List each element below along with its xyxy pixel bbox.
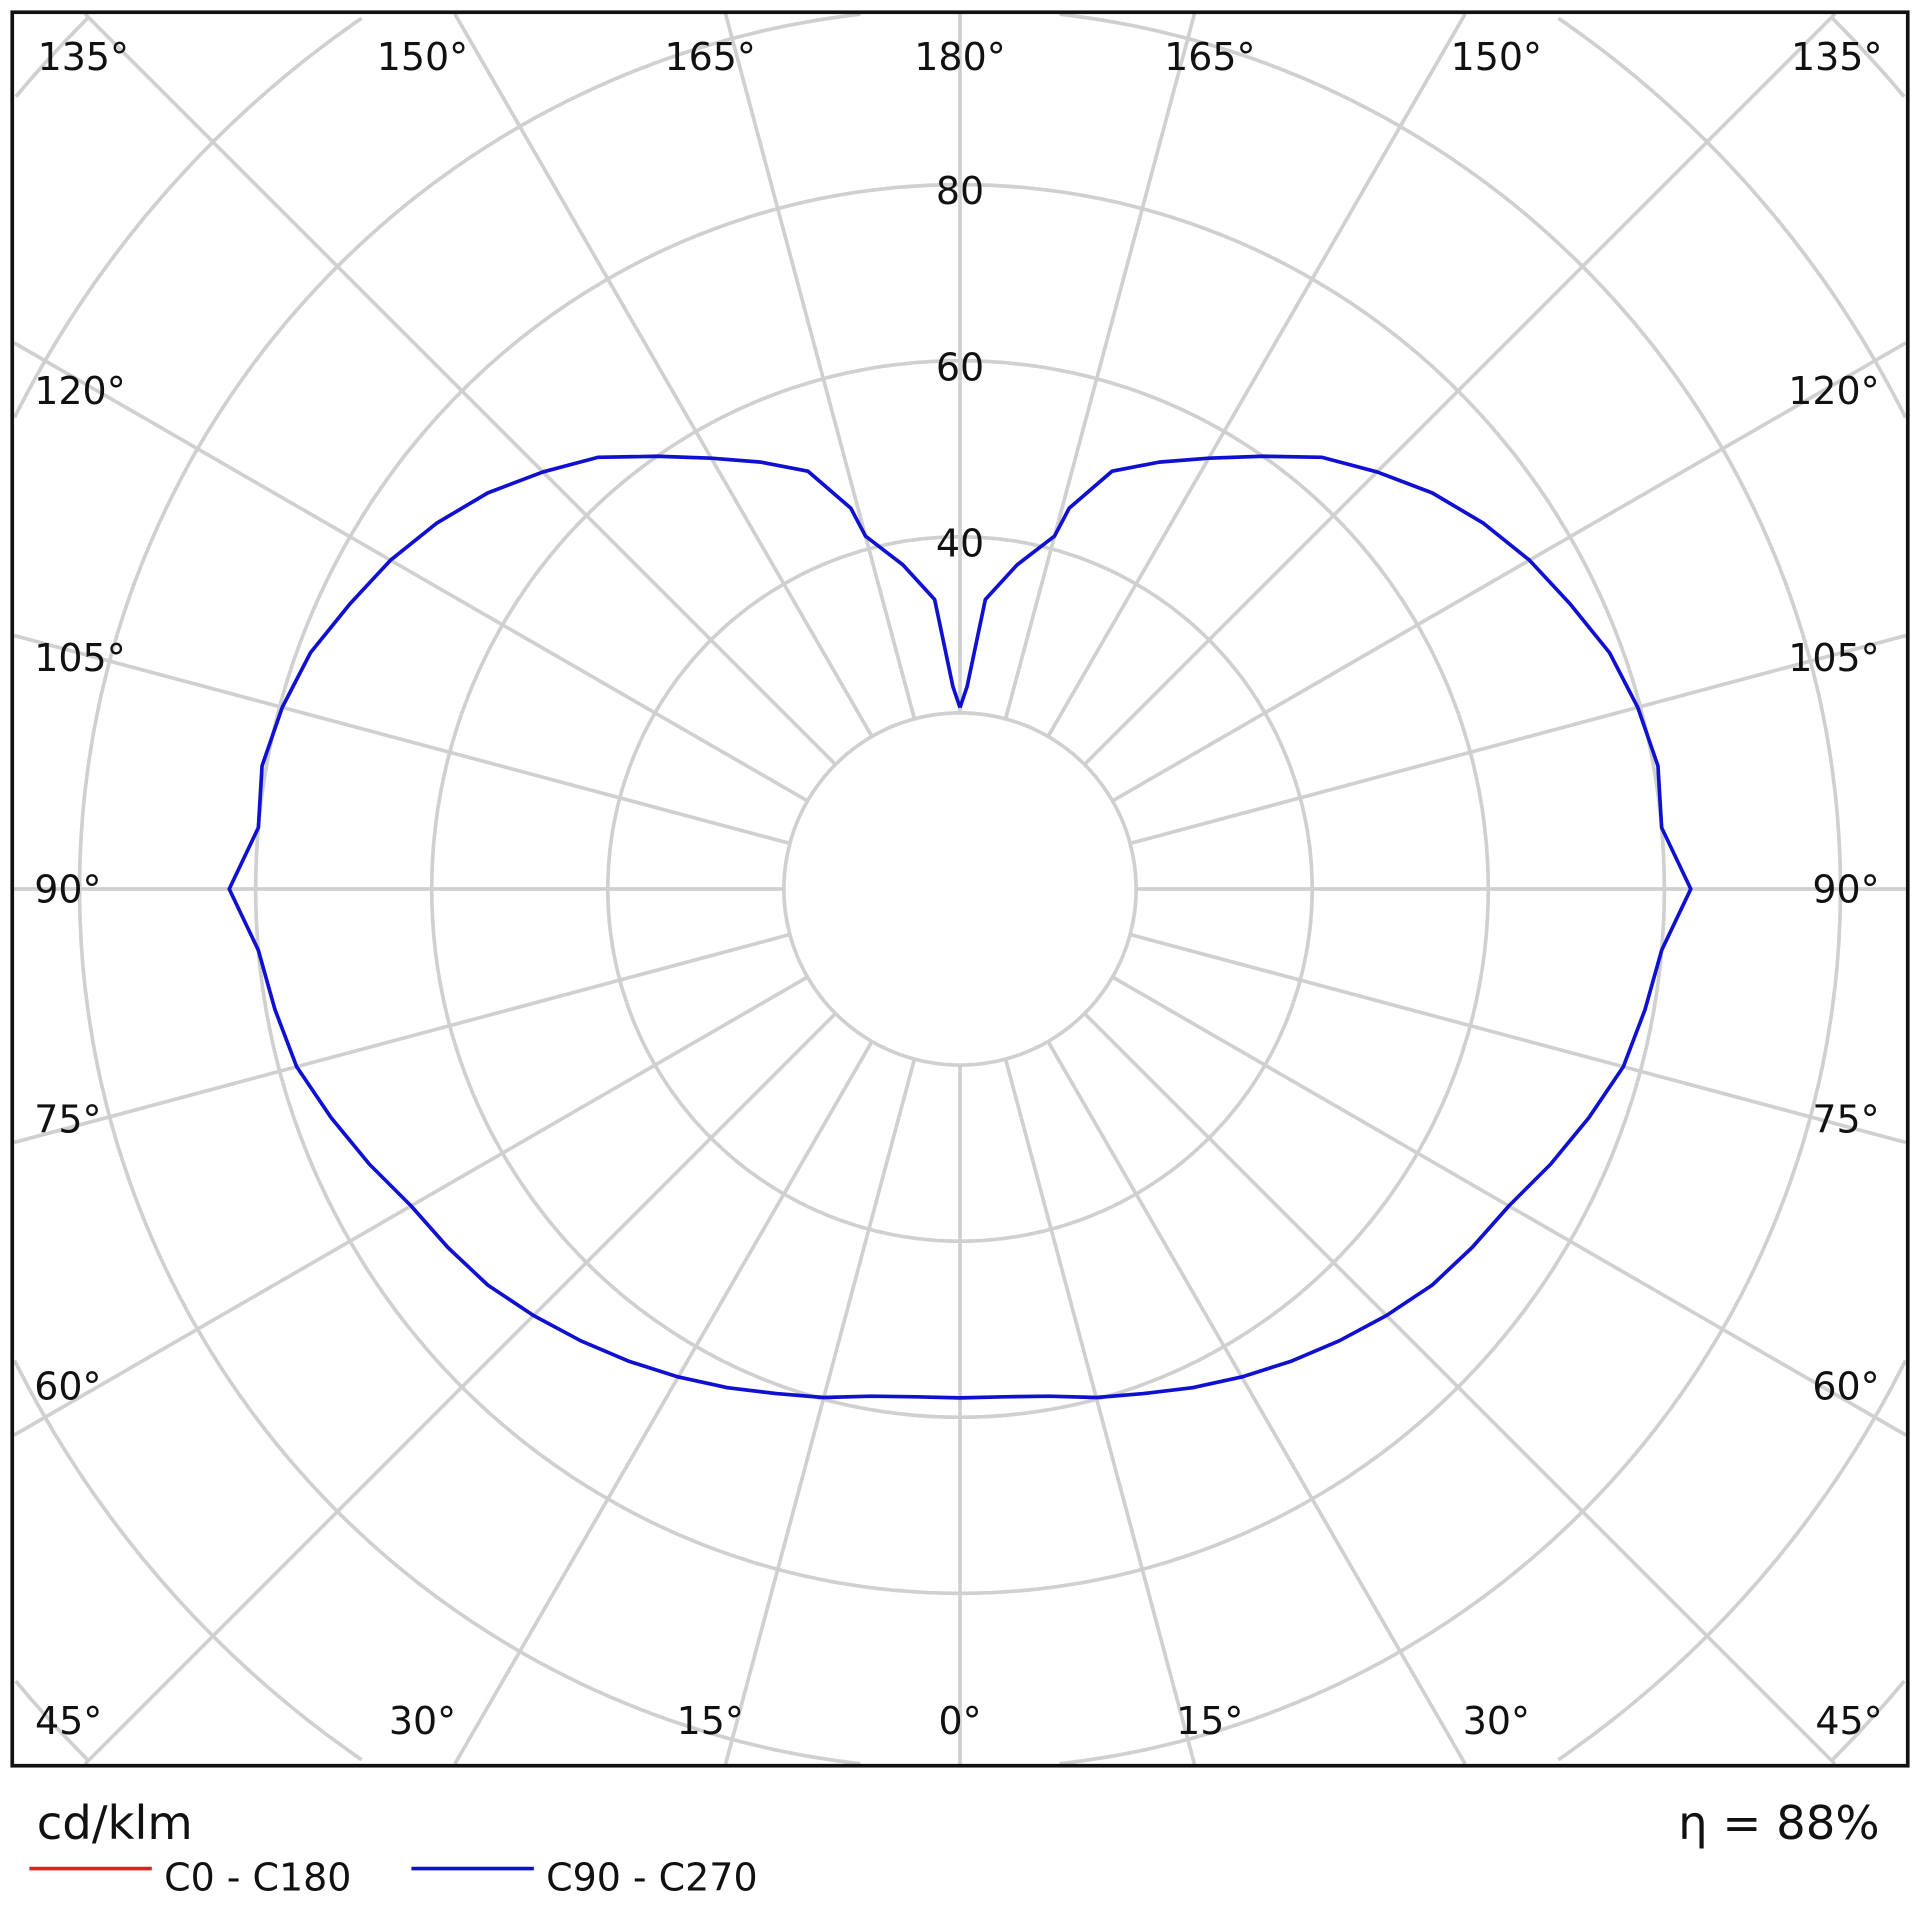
grid-spoke (13, 341, 809, 803)
angle-tick-label-right: 120° (1788, 369, 1879, 413)
angle-tick-label: 135° (1791, 35, 1882, 79)
angle-tick-label-right: 60° (1812, 1365, 1879, 1409)
plot-frame (10, 10, 1910, 1768)
grid-ring-120 (12, 1359, 363, 1762)
grid-spoke (1083, 1012, 1837, 1766)
angle-tick-label-left: 90° (34, 867, 101, 911)
angle-tick-label-left: 105° (34, 636, 125, 680)
angle-tick-label: 15° (677, 1699, 744, 1743)
radial-tick-label: 80 (936, 169, 984, 213)
efficiency-label: η = 88% (1678, 1796, 1879, 1850)
angle-tick-label: 30° (389, 1699, 456, 1743)
grid-spoke (1003, 13, 1197, 720)
grid-ring-140 (1830, 1680, 1906, 1762)
angle-tick-label: 135° (38, 35, 129, 79)
grid-spoke (723, 1058, 917, 1765)
series-curve-c90-c270 (227, 454, 1693, 1400)
grid-spoke (453, 1040, 874, 1765)
grid-ring-120 (12, 16, 363, 419)
angle-tick-label-left: 120° (34, 369, 125, 413)
grid (12, 12, 1908, 1766)
grid-spoke (1129, 633, 1907, 846)
angle-tick-label: 45° (35, 1699, 102, 1743)
unit-label: cd/klm (37, 1796, 193, 1850)
grid-ring-120 (1557, 1359, 1908, 1762)
grid-spoke (1046, 1040, 1467, 1765)
grid-spoke (1046, 13, 1467, 738)
angle-tick-label: 30° (1463, 1699, 1530, 1743)
grid-spoke (13, 932, 791, 1145)
angle-tick-label-left: 60° (34, 1365, 101, 1409)
angle-tick-label: 150° (1451, 35, 1542, 79)
angle-tick-label-right: 75° (1812, 1098, 1879, 1142)
grid-spoke (1129, 932, 1907, 1145)
grid-spoke (1003, 1058, 1197, 1765)
angle-tick-label: 150° (377, 35, 468, 79)
grid-spoke (83, 12, 837, 766)
angle-tick-label: 165° (1164, 35, 1255, 79)
grid-ring-120 (1557, 16, 1908, 419)
grid-spoke (1111, 341, 1907, 803)
angle-tick-label-right: 105° (1788, 636, 1879, 680)
angle-tick-label: 180° (914, 35, 1005, 79)
angle-tick-label: 45° (1815, 1699, 1882, 1743)
grid-ring-20 (782, 711, 1138, 1067)
angle-tick-label: 165° (665, 35, 756, 79)
grid-spoke (83, 1012, 837, 1766)
legend-label-c0-c180: C0 - C180 (164, 1856, 351, 1900)
grid-spoke (723, 13, 917, 720)
angle-tick-label: 0° (938, 1699, 981, 1743)
angle-tick-label: 15° (1176, 1699, 1243, 1743)
grid-ring-140 (14, 16, 90, 98)
grid-spoke (453, 13, 874, 738)
labels: 40 60 80 135° 150° 165° 180° 165° 150° 135° 45° 30°… (34, 35, 1882, 1743)
radial-tick-label: 40 (936, 521, 984, 565)
grid-ring-140 (14, 1680, 90, 1762)
curves (227, 454, 1693, 1400)
angle-tick-label-left: 75° (34, 1098, 101, 1142)
grid-spoke (13, 633, 791, 846)
grid-spoke (1083, 12, 1837, 766)
angle-tick-label-right: 90° (1812, 867, 1879, 911)
radial-tick-label: 60 (936, 345, 984, 389)
legend-label-c90-c270: C90 - C270 (546, 1856, 757, 1900)
grid-ring-140 (1830, 16, 1906, 98)
